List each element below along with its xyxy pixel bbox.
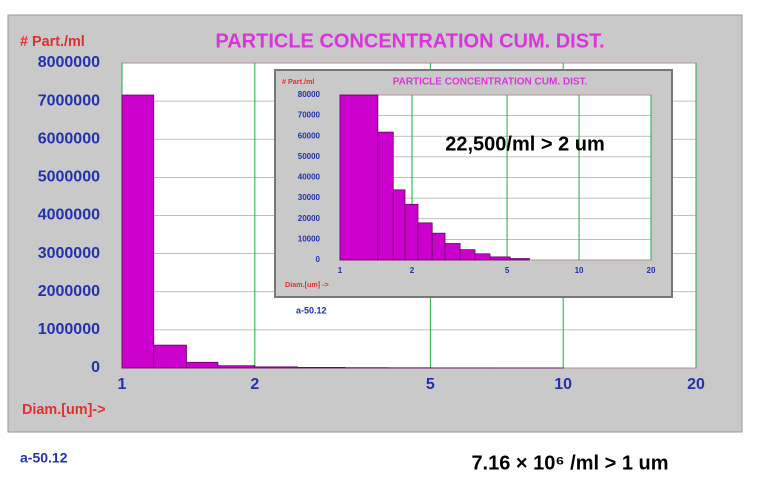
y-tick-label: 0 <box>91 359 100 376</box>
y-tick-label: 50000 <box>298 152 321 161</box>
y-tick-label: 70000 <box>298 111 321 120</box>
bar <box>377 131 394 261</box>
x-tick-label: 1 <box>338 266 343 275</box>
bar <box>186 361 219 369</box>
y-tick-label: 10000 <box>298 234 321 243</box>
chart-1: PARTICLE CONCENTRATION CUM. DIST. # Part.… <box>274 69 673 298</box>
bar <box>297 367 346 369</box>
annotation: a-50.12 <box>296 305 327 315</box>
bar <box>474 253 491 261</box>
x-tick-label: 5 <box>426 376 435 393</box>
bar <box>404 203 419 261</box>
bar <box>509 258 530 261</box>
y-tick-label: 30000 <box>298 193 321 202</box>
y-tick-label: 7000000 <box>38 92 100 109</box>
bar <box>444 243 461 261</box>
x-tick-label: 20 <box>647 266 656 275</box>
y-tick-label: 80000 <box>298 90 321 99</box>
bar <box>392 189 406 261</box>
chart-title: PARTICLE CONCENTRATION CUM. DIST. <box>215 30 604 52</box>
bar <box>459 249 476 261</box>
bar <box>153 344 187 369</box>
bar <box>417 222 433 261</box>
chart-title: PARTICLE CONCENTRATION CUM. DIST. <box>393 77 588 88</box>
x-tick-label: 1 <box>118 376 127 393</box>
y-tick-label: 4000000 <box>38 207 100 224</box>
bar <box>339 94 379 261</box>
y-axis-label: # Part./ml <box>20 34 85 50</box>
y-tick-label: 1000000 <box>38 321 100 338</box>
x-tick-label: 20 <box>687 376 705 393</box>
x-axis-label: Diam.[um] -> <box>285 280 329 289</box>
x-tick-label: 10 <box>575 266 584 275</box>
footer-note: a-50.12 <box>20 450 68 466</box>
x-tick-label: 10 <box>554 376 572 393</box>
y-tick-label: 60000 <box>298 131 321 140</box>
x-tick-label: 2 <box>410 266 415 275</box>
bar <box>254 366 298 369</box>
bar <box>489 256 511 261</box>
y-tick-label: 3000000 <box>38 245 100 262</box>
y-tick-label: 20000 <box>298 214 321 223</box>
y-tick-label: 2000000 <box>38 283 100 300</box>
y-tick-label: 8000000 <box>38 54 100 71</box>
bar <box>217 365 256 369</box>
y-tick-label: 40000 <box>298 173 321 182</box>
y-tick-label: 0 <box>316 255 321 264</box>
y-tick-label: 6000000 <box>38 130 100 147</box>
y-tick-label: 5000000 <box>38 169 100 186</box>
x-tick-label: 5 <box>505 266 510 275</box>
x-axis-label: Diam.[um]-> <box>22 402 106 418</box>
footer-summary: 7.16 × 10⁶ /ml > 1 um <box>471 452 668 474</box>
bar <box>121 94 155 369</box>
bar <box>431 232 446 261</box>
x-tick-label: 2 <box>250 376 259 393</box>
y-axis-label: # Part./ml <box>282 77 314 86</box>
annotation: 22,500/ml > 2 um <box>445 133 605 155</box>
